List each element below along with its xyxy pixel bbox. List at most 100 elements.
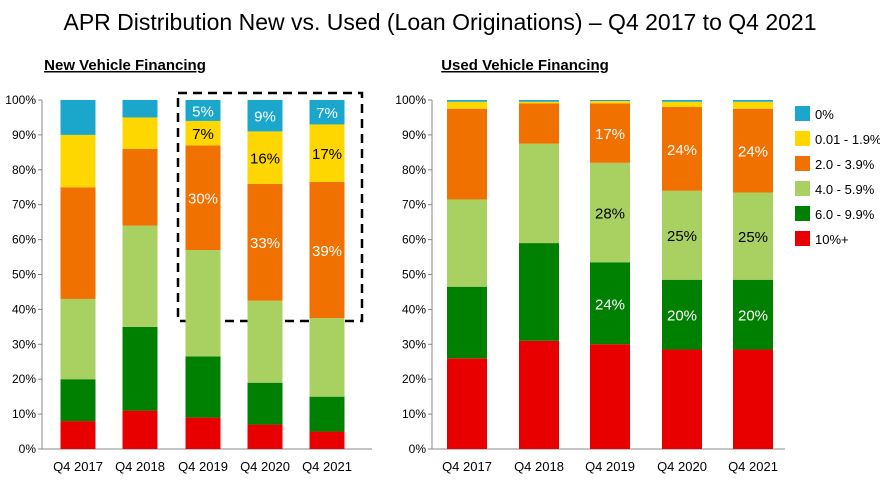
bar-segment (590, 262, 630, 345)
bar-segment (122, 326, 158, 411)
bar-segment (733, 279, 773, 350)
bar-segment (590, 100, 630, 102)
bar-segment (590, 162, 630, 263)
bar-segment (519, 143, 559, 244)
data-label: 30% (188, 191, 218, 208)
data-label: 20% (667, 308, 697, 325)
legend-swatch (795, 231, 810, 246)
bar-segment (733, 192, 773, 280)
x-tick-label: Q4 2017 (53, 459, 103, 474)
x-tick-label: Q4 2020 (240, 459, 290, 474)
y-tick-label: 60% (402, 233, 426, 247)
bar-segment (185, 417, 221, 449)
bar-segment (733, 349, 773, 449)
data-label: 9% (254, 109, 276, 126)
bar-segment (662, 349, 702, 449)
bar-segment (122, 410, 158, 449)
chart-title: New Vehicle Financing (44, 57, 206, 74)
x-tick-label: Q4 2021 (302, 459, 352, 474)
bar-segment (60, 187, 96, 299)
bar-segment (309, 124, 345, 183)
bar-segment (122, 117, 158, 149)
bar-segment (662, 101, 702, 107)
bar-segment (662, 279, 702, 350)
legend-swatch (795, 131, 810, 146)
legend-label: 6.0 - 9.9% (815, 207, 875, 222)
data-label: 16% (250, 151, 280, 168)
main-title: APR Distribution New vs. Used (Loan Orig… (64, 9, 817, 35)
y-tick-label: 10% (12, 407, 36, 421)
legend-label: 2.0 - 3.9% (815, 157, 875, 172)
bar-segment (185, 356, 221, 418)
legend-swatch (795, 181, 810, 196)
data-label: 20% (738, 308, 768, 325)
bar-segment (733, 101, 773, 109)
y-tick-label: 40% (12, 302, 36, 316)
legend-label: 4.0 - 5.9% (815, 182, 875, 197)
bar-segment (447, 286, 487, 359)
y-tick-label: 50% (402, 268, 426, 282)
x-tick-label: Q4 2018 (514, 459, 564, 474)
bar-segment (122, 225, 158, 327)
x-tick-label: Q4 2021 (728, 459, 778, 474)
bar-segment (590, 344, 630, 449)
bar-segment (519, 103, 559, 144)
bar-segment (185, 120, 221, 146)
legend-label: 0.01 - 1.9% (815, 132, 880, 147)
bar-segment (519, 340, 559, 449)
bar-segment (60, 100, 96, 135)
data-label: 28% (595, 206, 625, 223)
bar-segment (60, 134, 96, 188)
chart-title: Used Vehicle Financing (441, 57, 609, 74)
legend-label: 0% (815, 107, 834, 122)
bar-segment (247, 300, 283, 383)
bar-segment (247, 100, 283, 132)
bar-segment (60, 379, 96, 422)
data-label: 17% (312, 146, 342, 163)
data-label: 39% (312, 243, 342, 260)
legend-label: 10%+ (815, 232, 849, 247)
bar-segment (122, 100, 158, 118)
bar-segment (185, 250, 221, 357)
bar-segment (309, 182, 345, 319)
bar-segment (519, 243, 559, 341)
y-tick-label: 20% (12, 372, 36, 386)
bar-segment (309, 318, 345, 397)
bar-segment (309, 431, 345, 449)
bar-segment (247, 424, 283, 449)
y-tick-label: 80% (402, 163, 426, 177)
data-label: 17% (595, 126, 625, 143)
bar-segment (662, 190, 702, 280)
bar-segment (309, 396, 345, 432)
y-tick-label: 0% (409, 442, 427, 456)
bar-segment (247, 131, 283, 184)
bar-segment (662, 106, 702, 191)
y-tick-label: 30% (402, 337, 426, 351)
y-tick-label: 90% (402, 128, 426, 142)
y-tick-label: 30% (12, 337, 36, 351)
data-label: 33% (250, 235, 280, 252)
bar-segment (60, 298, 96, 380)
x-tick-label: Q4 2019 (585, 459, 635, 474)
bar-segment (447, 358, 487, 449)
bar-segment (447, 108, 487, 200)
y-tick-label: 20% (402, 372, 426, 386)
data-label: 5% (192, 103, 214, 120)
data-label: 24% (667, 142, 697, 159)
bar-segment (733, 100, 773, 102)
bar-segment (590, 103, 630, 163)
bar-segment (122, 148, 158, 226)
data-label: 25% (667, 228, 697, 245)
bar-segment (185, 100, 221, 121)
bar-segment (60, 421, 96, 449)
x-tick-label: Q4 2019 (178, 459, 228, 474)
bar-segment (662, 100, 702, 102)
bar-segment (309, 100, 345, 125)
bar-segment (447, 199, 487, 287)
data-label: 7% (316, 105, 338, 122)
y-tick-label: 50% (12, 268, 36, 282)
legend-swatch (795, 156, 810, 171)
bar-segment (590, 101, 630, 104)
bar-segment (519, 101, 559, 104)
legend-swatch (795, 206, 810, 221)
